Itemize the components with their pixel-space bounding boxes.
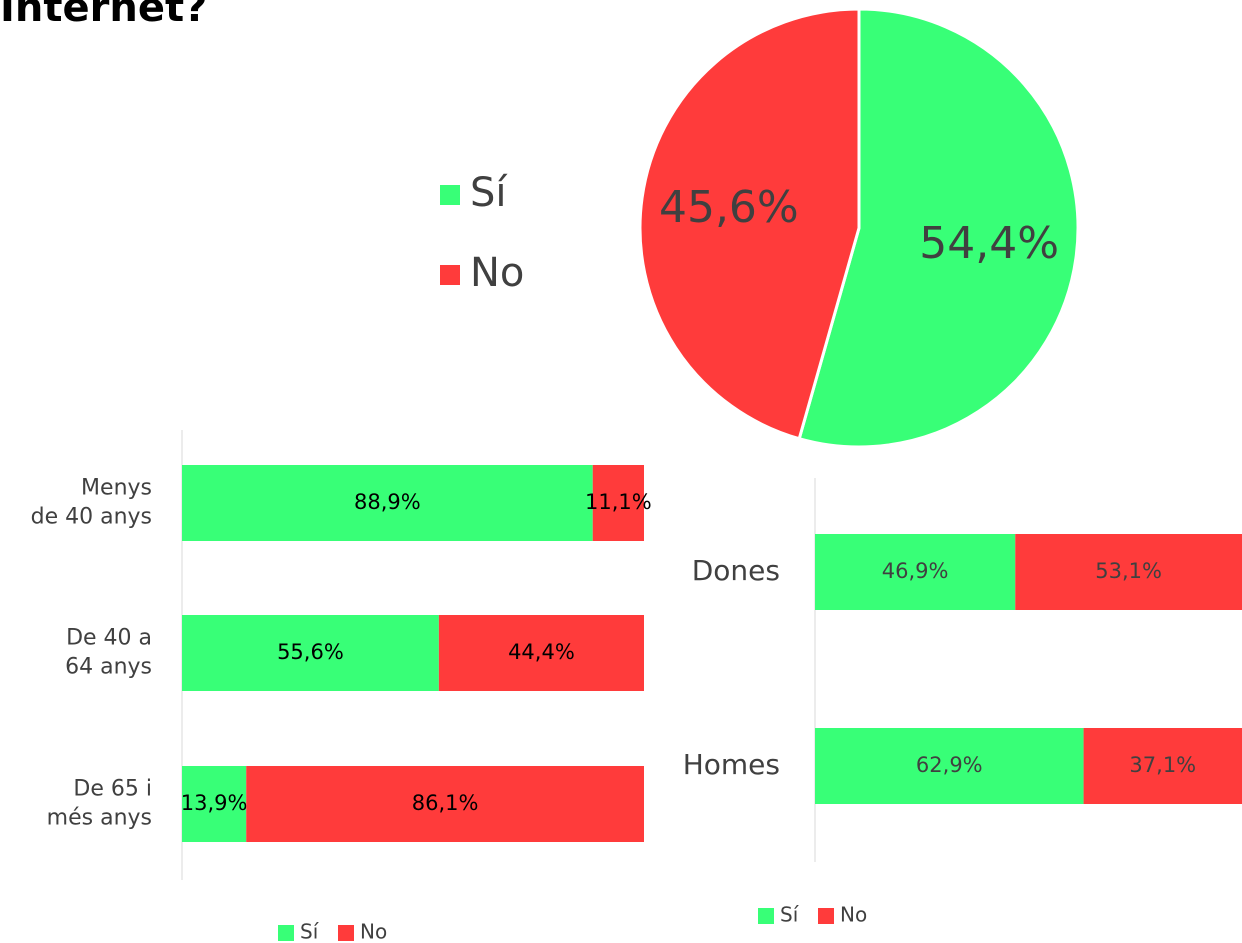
category-label: De 40 a 64 anys xyxy=(65,626,152,680)
bar-segment xyxy=(438,615,644,691)
slice-label: 45,6% xyxy=(659,182,799,233)
bar-segment xyxy=(815,728,1084,804)
legend-swatch xyxy=(338,925,354,941)
value-label: 53,1% xyxy=(1095,559,1162,583)
bar-segment xyxy=(182,766,247,842)
pie-slice xyxy=(638,7,861,441)
bar-segment xyxy=(815,534,1016,610)
slice-label: 54,4% xyxy=(919,218,1059,269)
bar-segment xyxy=(592,465,644,541)
value-label: 44,4% xyxy=(508,640,575,664)
legend-label: No xyxy=(470,250,524,296)
value-label: 55,6% xyxy=(277,640,344,664)
value-label: 13,9% xyxy=(181,791,248,815)
legend-swatch xyxy=(758,908,774,924)
legend-label: Sí xyxy=(470,170,508,216)
bar-segment xyxy=(182,615,439,691)
legend-swatch xyxy=(440,265,460,285)
value-label: 46,9% xyxy=(882,559,949,583)
bar-segment xyxy=(246,766,644,842)
value-label: 37,1% xyxy=(1129,753,1196,777)
bar-segment xyxy=(1015,534,1242,610)
legend-label: No xyxy=(840,903,867,927)
value-label: 62,9% xyxy=(916,753,983,777)
bar-segment xyxy=(1083,728,1242,804)
bar-segment xyxy=(182,465,593,541)
pie-slice xyxy=(797,7,1080,449)
legend-label: Sí xyxy=(780,903,800,927)
legend-label: No xyxy=(360,920,387,943)
category-label: Dones xyxy=(692,554,780,587)
legend-swatch xyxy=(440,185,460,205)
legend-swatch xyxy=(278,925,294,941)
value-label: 11,1% xyxy=(585,490,652,514)
category-label: De 65 i més anys xyxy=(47,777,152,831)
value-label: 88,9% xyxy=(354,490,421,514)
page-title: Internet? xyxy=(0,0,207,31)
legend-swatch xyxy=(818,908,834,924)
category-label: Homes xyxy=(683,748,780,781)
legend-label: Sí xyxy=(300,920,320,943)
value-label: 86,1% xyxy=(412,791,479,815)
category-label: Menys de 40 anys xyxy=(31,476,152,530)
